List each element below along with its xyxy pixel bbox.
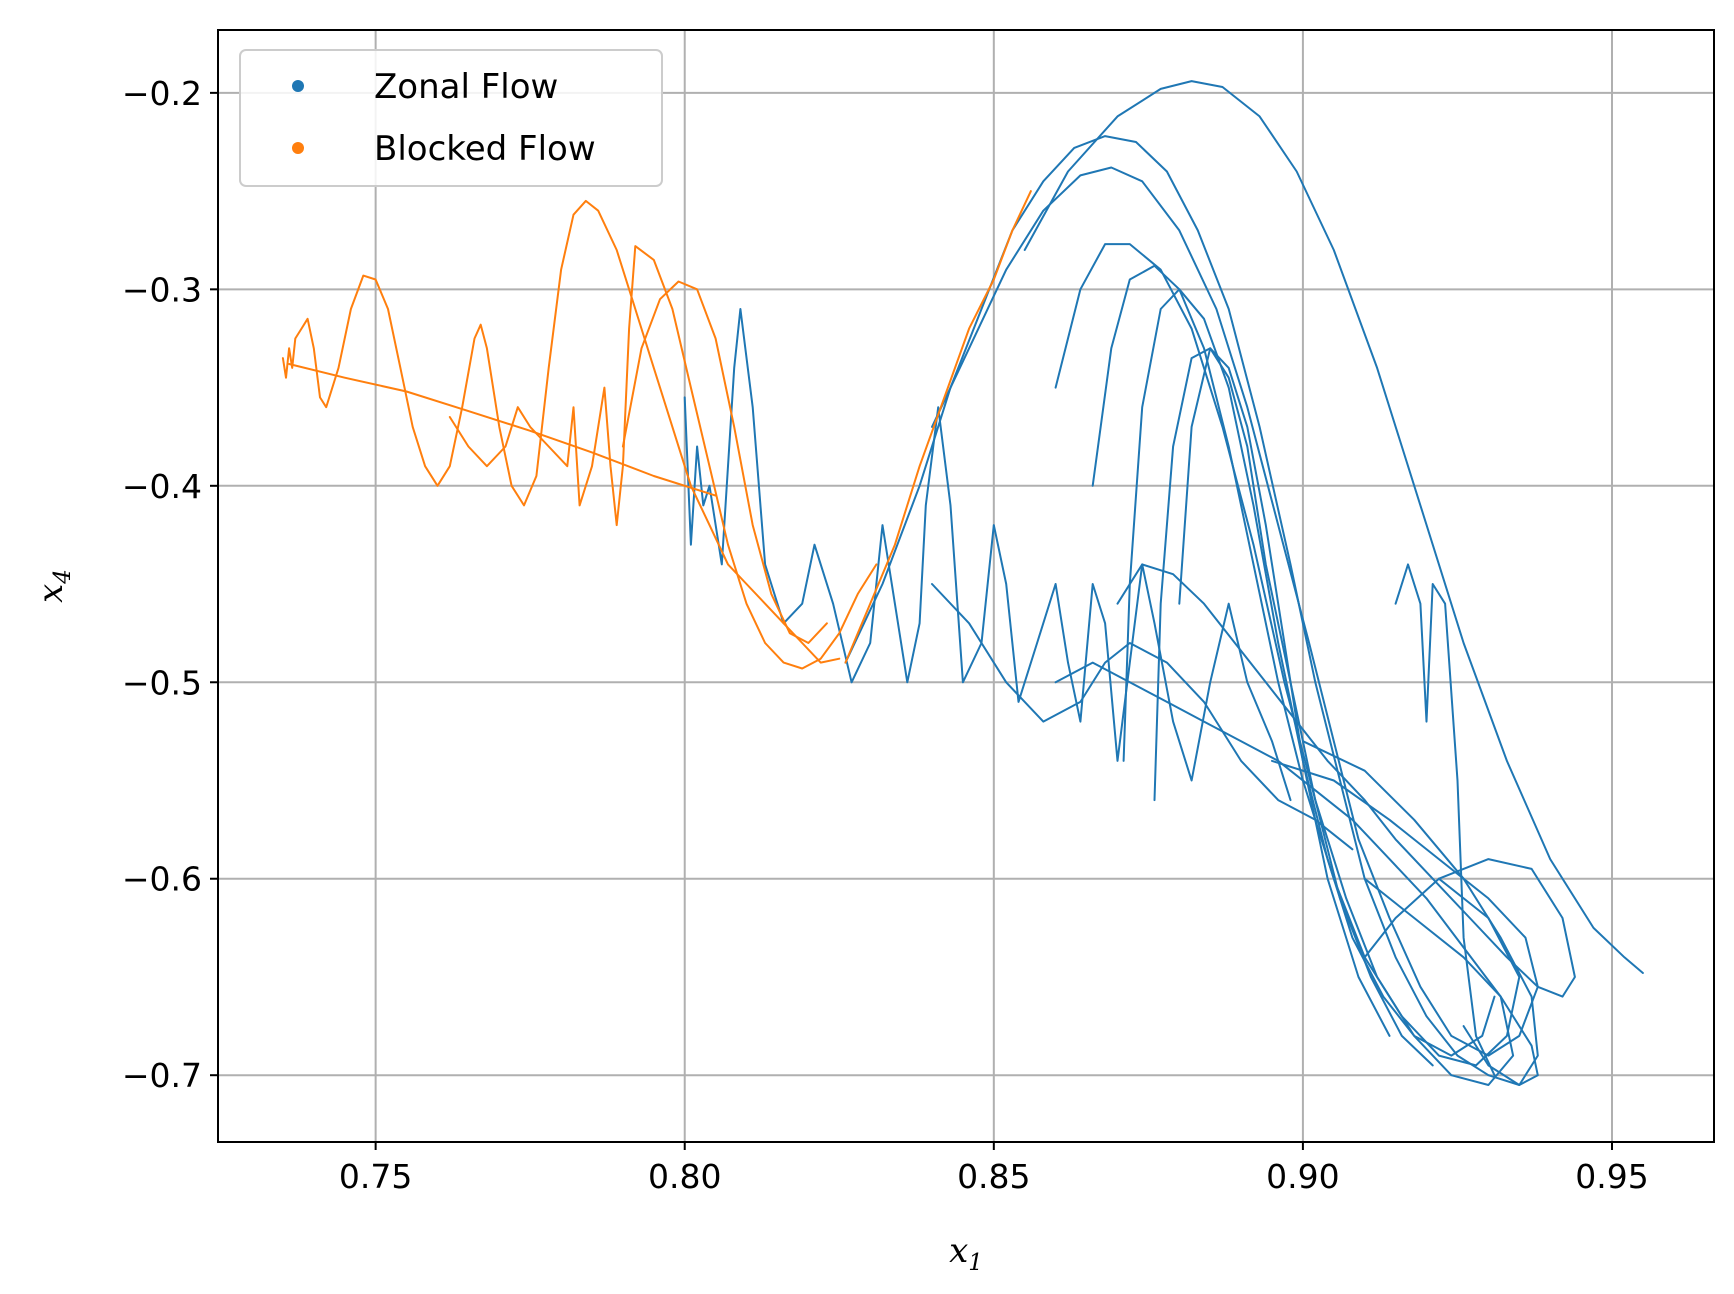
x-axis-label-sub: 1 (968, 1250, 983, 1276)
legend-marker-blocked-flow (292, 142, 304, 154)
trajectory-zonal-flow (1054, 661, 1539, 1086)
trajectory-blocked-flow (621, 280, 828, 644)
trajectory-blocked-flow (288, 363, 717, 497)
legend: Zonal Flow Blocked Flow (239, 49, 663, 187)
plot-area (281, 80, 1644, 1086)
trajectory-zonal-flow (1116, 563, 1576, 998)
y-tick-label: −0.4 (122, 467, 202, 506)
trajectory-zonal-flow (844, 135, 1539, 1086)
series-blocked-flow (281, 190, 1032, 670)
legend-label-blocked-flow: Blocked Flow (374, 129, 596, 169)
y-axis-label-main: x (31, 584, 71, 603)
trajectory-zonal-flow (683, 308, 1292, 802)
trajectory-blocked-flow (448, 245, 878, 670)
trajectory-zonal-flow (931, 166, 1539, 1057)
trajectory-zonal-flow (1153, 347, 1434, 1067)
trajectory-blocked-flow (281, 199, 841, 664)
y-tick-label: −0.3 (122, 270, 202, 309)
x-axis-label-main: x (949, 1231, 968, 1271)
axes-frame (217, 29, 1715, 1143)
legend-marker-zonal-flow (292, 80, 304, 92)
legend-label-zonal-flow: Zonal Flow (374, 67, 558, 107)
trajectory-zonal-flow (1178, 347, 1391, 1037)
legend-box (239, 49, 663, 187)
x-tick-label: 0.95 (1575, 1157, 1648, 1196)
trajectory-zonal-flow (931, 583, 1354, 851)
x-tick-label: 0.90 (1266, 1157, 1339, 1196)
series-zonal-flow (683, 80, 1644, 1086)
x-tick-label: 0.75 (339, 1157, 412, 1196)
y-axis-label: x4 (31, 569, 76, 603)
x-tick-label: 0.85 (957, 1157, 1030, 1196)
y-tick-label: −0.7 (122, 1056, 202, 1095)
trajectory-zonal-flow (1091, 264, 1521, 1067)
y-tick-label: −0.5 (122, 663, 202, 702)
trajectory-blocked-flow (844, 190, 1032, 664)
y-tick-label: −0.2 (122, 74, 202, 113)
trajectory-zonal-flow (1054, 243, 1515, 1086)
grid (218, 30, 1714, 1142)
trajectory-zonal-flow (1394, 563, 1496, 1077)
y-tick-label: −0.6 (122, 860, 202, 899)
trajectory-zonal-flow (1023, 80, 1644, 974)
x-tick-label: 0.80 (648, 1157, 721, 1196)
x-axis-label: x1 (949, 1231, 983, 1276)
y-axis-label-sub: 4 (50, 569, 76, 585)
ticks: 0.75 0.80 0.85 0.90 0.95 −0.2 −0.3 −0.4 −0.5 −0.6… (122, 74, 1649, 1196)
trajectory-zonal-flow (1122, 288, 1496, 1057)
